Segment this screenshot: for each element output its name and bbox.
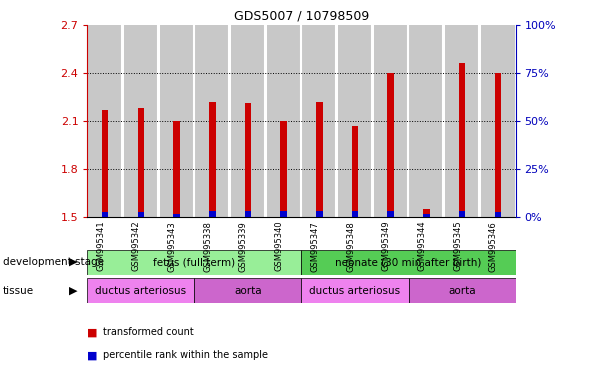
Bar (245, 210, 251, 217)
Bar (302, 278, 408, 303)
Bar (352, 126, 358, 217)
Bar (102, 110, 109, 217)
Bar (316, 210, 323, 217)
Bar (87, 250, 302, 275)
Text: fetus (full term): fetus (full term) (153, 257, 236, 267)
Text: GSM995345: GSM995345 (453, 221, 462, 271)
Text: GSM995346: GSM995346 (488, 221, 497, 271)
Bar (302, 250, 516, 275)
Bar (280, 121, 287, 217)
Bar (445, 25, 479, 217)
Text: ■: ■ (87, 350, 98, 360)
Text: GSM995342: GSM995342 (132, 221, 141, 271)
Text: transformed count: transformed count (103, 327, 193, 337)
Bar (316, 102, 323, 217)
Bar (231, 25, 265, 217)
Bar (137, 108, 144, 217)
Bar (124, 25, 158, 217)
Bar (302, 25, 336, 217)
Text: development stage: development stage (3, 257, 104, 267)
Text: tissue: tissue (3, 286, 34, 296)
Bar (388, 210, 394, 217)
Text: GSM995348: GSM995348 (346, 221, 355, 271)
Text: ■: ■ (87, 327, 98, 337)
Text: GSM995344: GSM995344 (417, 221, 426, 271)
Text: GSM995343: GSM995343 (168, 221, 177, 271)
Bar (409, 278, 516, 303)
Bar (88, 25, 122, 217)
Bar (267, 25, 301, 217)
Bar (174, 121, 180, 217)
Text: GSM995340: GSM995340 (274, 221, 283, 271)
Bar (481, 25, 515, 217)
Text: GSM995339: GSM995339 (239, 221, 248, 271)
Text: ductus arteriosus: ductus arteriosus (309, 286, 400, 296)
Text: GSM995349: GSM995349 (382, 221, 391, 271)
Bar (160, 25, 194, 217)
Text: ▶: ▶ (69, 286, 78, 296)
Bar (494, 212, 501, 217)
Bar (352, 210, 358, 217)
Bar (209, 210, 215, 217)
Bar (102, 212, 109, 217)
Text: GSM995347: GSM995347 (311, 221, 320, 271)
Bar (174, 214, 180, 217)
Bar (209, 102, 215, 217)
Bar (137, 212, 144, 217)
Text: GSM995338: GSM995338 (203, 221, 212, 271)
Bar (459, 210, 466, 217)
Bar (280, 210, 287, 217)
Text: ▶: ▶ (69, 257, 78, 267)
Bar (459, 63, 466, 217)
Bar (87, 278, 194, 303)
Bar (423, 209, 429, 217)
Title: GDS5007 / 10798509: GDS5007 / 10798509 (234, 9, 369, 22)
Text: aorta: aorta (448, 286, 476, 296)
Text: neonate (30 min after birth): neonate (30 min after birth) (335, 257, 482, 267)
Bar (388, 73, 394, 217)
Bar (194, 278, 302, 303)
Text: percentile rank within the sample: percentile rank within the sample (103, 350, 268, 360)
Bar (494, 73, 501, 217)
Bar (423, 214, 429, 217)
Bar (245, 103, 251, 217)
Bar (409, 25, 443, 217)
Text: ductus arteriosus: ductus arteriosus (95, 286, 186, 296)
Bar (338, 25, 372, 217)
Bar (374, 25, 408, 217)
Bar (195, 25, 229, 217)
Text: GSM995341: GSM995341 (96, 221, 106, 271)
Text: aorta: aorta (234, 286, 262, 296)
